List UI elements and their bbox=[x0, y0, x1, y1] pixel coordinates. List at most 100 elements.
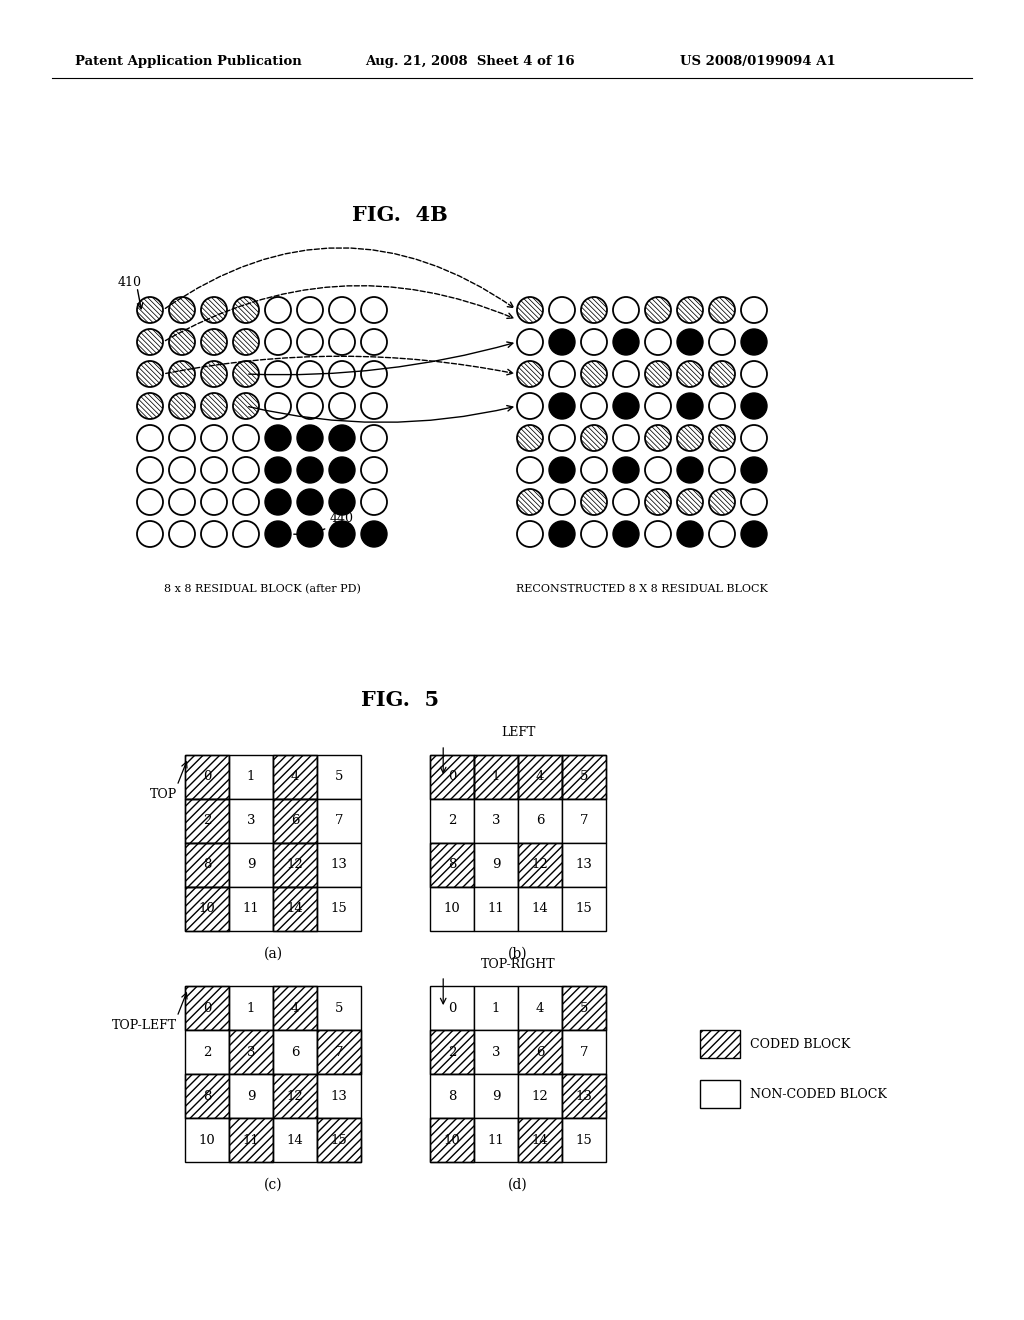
Text: 5: 5 bbox=[580, 771, 588, 784]
Circle shape bbox=[201, 393, 227, 418]
Circle shape bbox=[677, 393, 703, 418]
Text: 15: 15 bbox=[331, 1134, 347, 1147]
Bar bbox=[229, 1118, 273, 1162]
Text: 1: 1 bbox=[492, 1002, 500, 1015]
Circle shape bbox=[677, 360, 703, 387]
Circle shape bbox=[233, 393, 259, 418]
Circle shape bbox=[581, 425, 607, 451]
Bar bbox=[430, 843, 474, 887]
Bar bbox=[185, 755, 229, 799]
Text: 440: 440 bbox=[294, 512, 354, 535]
Bar bbox=[474, 755, 518, 799]
Text: 11: 11 bbox=[243, 1134, 259, 1147]
Bar bbox=[430, 1030, 474, 1074]
Circle shape bbox=[137, 360, 163, 387]
Circle shape bbox=[329, 425, 355, 451]
Text: 11: 11 bbox=[487, 903, 505, 916]
Text: 10: 10 bbox=[199, 903, 215, 916]
Circle shape bbox=[709, 488, 735, 515]
Text: TOP-RIGHT: TOP-RIGHT bbox=[480, 957, 555, 970]
Text: 11: 11 bbox=[243, 903, 259, 916]
Text: 6: 6 bbox=[536, 814, 544, 828]
Text: 10: 10 bbox=[199, 1134, 215, 1147]
Bar bbox=[317, 1030, 361, 1074]
Bar bbox=[430, 1118, 474, 1162]
Bar bbox=[562, 755, 606, 799]
Bar bbox=[562, 1118, 606, 1162]
Bar bbox=[317, 1118, 361, 1162]
Text: 14: 14 bbox=[287, 903, 303, 916]
Circle shape bbox=[329, 521, 355, 546]
Bar bbox=[185, 887, 229, 931]
Bar bbox=[273, 986, 317, 1030]
Circle shape bbox=[741, 393, 767, 418]
Text: FIG.  4B: FIG. 4B bbox=[352, 205, 447, 224]
Circle shape bbox=[581, 360, 607, 387]
Text: 14: 14 bbox=[287, 1134, 303, 1147]
Circle shape bbox=[233, 329, 259, 355]
Bar bbox=[185, 755, 229, 799]
Circle shape bbox=[677, 457, 703, 483]
Bar bbox=[273, 986, 317, 1030]
Text: 11: 11 bbox=[487, 1134, 505, 1147]
Text: 1: 1 bbox=[492, 771, 500, 784]
Circle shape bbox=[297, 425, 323, 451]
Text: 6: 6 bbox=[291, 1045, 299, 1059]
Bar bbox=[317, 755, 361, 799]
Bar bbox=[273, 843, 317, 887]
Bar bbox=[518, 843, 562, 887]
Text: 15: 15 bbox=[331, 903, 347, 916]
Bar bbox=[273, 887, 317, 931]
Circle shape bbox=[677, 521, 703, 546]
Text: 9: 9 bbox=[492, 858, 501, 871]
Circle shape bbox=[329, 488, 355, 515]
Circle shape bbox=[137, 297, 163, 323]
Text: 12: 12 bbox=[287, 858, 303, 871]
Bar bbox=[273, 755, 317, 799]
Circle shape bbox=[613, 521, 639, 546]
Circle shape bbox=[233, 360, 259, 387]
Circle shape bbox=[549, 329, 575, 355]
Bar bbox=[562, 986, 606, 1030]
Text: Patent Application Publication: Patent Application Publication bbox=[75, 55, 302, 69]
Bar bbox=[474, 799, 518, 843]
Bar bbox=[562, 1030, 606, 1074]
Text: 13: 13 bbox=[575, 858, 593, 871]
Bar bbox=[474, 1074, 518, 1118]
Text: 14: 14 bbox=[531, 1134, 549, 1147]
Circle shape bbox=[645, 488, 671, 515]
Circle shape bbox=[645, 425, 671, 451]
Text: 3: 3 bbox=[247, 814, 255, 828]
Text: 2: 2 bbox=[203, 1045, 211, 1059]
Bar bbox=[185, 986, 229, 1030]
Circle shape bbox=[741, 457, 767, 483]
Bar bbox=[229, 1074, 273, 1118]
Bar bbox=[518, 1030, 562, 1074]
Text: 8: 8 bbox=[203, 1089, 211, 1102]
Bar bbox=[430, 1118, 474, 1162]
Bar bbox=[229, 1118, 273, 1162]
Text: 12: 12 bbox=[287, 1089, 303, 1102]
Bar bbox=[185, 843, 229, 887]
Circle shape bbox=[741, 521, 767, 546]
Text: 15: 15 bbox=[575, 1134, 592, 1147]
Circle shape bbox=[517, 360, 543, 387]
Text: 2: 2 bbox=[203, 814, 211, 828]
Bar bbox=[317, 1074, 361, 1118]
Text: 3: 3 bbox=[492, 1045, 501, 1059]
Text: LEFT: LEFT bbox=[501, 726, 536, 739]
Bar bbox=[317, 887, 361, 931]
Text: 4: 4 bbox=[291, 771, 299, 784]
Text: 7: 7 bbox=[335, 1045, 343, 1059]
Bar bbox=[229, 986, 273, 1030]
Bar bbox=[518, 887, 562, 931]
Bar bbox=[562, 1074, 606, 1118]
Text: 410: 410 bbox=[118, 276, 142, 289]
Circle shape bbox=[613, 329, 639, 355]
Text: (b): (b) bbox=[508, 946, 527, 961]
Circle shape bbox=[265, 457, 291, 483]
Bar bbox=[474, 986, 518, 1030]
Text: CODED BLOCK: CODED BLOCK bbox=[750, 1038, 850, 1051]
Bar bbox=[273, 1030, 317, 1074]
Bar bbox=[185, 1074, 229, 1118]
